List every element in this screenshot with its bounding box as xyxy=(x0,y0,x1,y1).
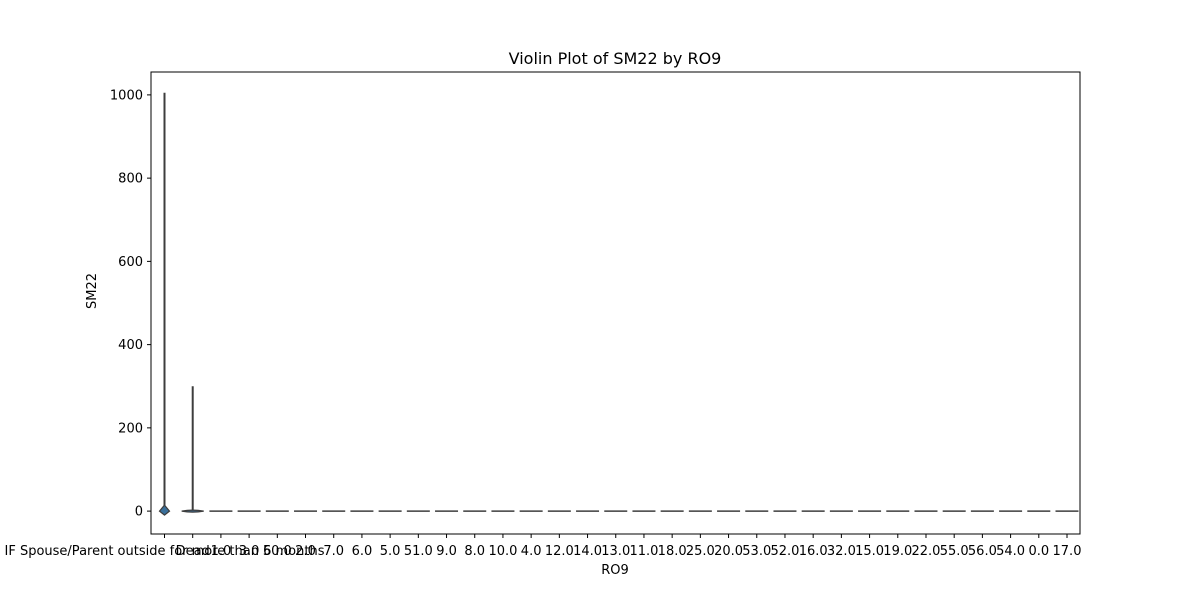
violin-body xyxy=(158,504,171,516)
x-tick-label: 10.0 xyxy=(488,544,517,559)
x-tick-label: 1.0 xyxy=(211,544,232,559)
x-tick-label: 25.0 xyxy=(686,544,715,559)
x-tick-label: Dead xyxy=(176,544,210,559)
x-tick-label: 12.0 xyxy=(545,544,574,559)
x-tick-label: 6.0 xyxy=(352,544,373,559)
axes-frame xyxy=(150,71,1081,535)
y-tick-label: 600 xyxy=(118,255,143,270)
x-tick-label: IF Spouse/Parent outside for more than 6… xyxy=(5,544,325,559)
x-tick-label: 20.0 xyxy=(714,544,743,559)
x-tick-label: 50.0 xyxy=(263,544,292,559)
y-tick-label: 200 xyxy=(118,421,143,436)
x-tick-label: 17.0 xyxy=(1053,544,1082,559)
x-tick-label: 16.0 xyxy=(799,544,828,559)
x-tick-label: 19.0 xyxy=(883,544,912,559)
x-tick-label: 51.0 xyxy=(404,544,433,559)
x-axis-label: RO9 xyxy=(601,563,629,578)
x-tick-label: 7.0 xyxy=(323,544,344,559)
x-tick-label: 2.0 xyxy=(295,544,316,559)
x-tick-label: 22.0 xyxy=(912,544,941,559)
x-tick-label: 11.0 xyxy=(629,544,658,559)
x-tick-label: 54.0 xyxy=(996,544,1025,559)
x-tick-label: 32.0 xyxy=(827,544,856,559)
x-tick-label: 5.0 xyxy=(380,544,401,559)
plot-area xyxy=(158,92,1079,516)
x-tick-label: 3.0 xyxy=(239,544,260,559)
y-tick-label: 1000 xyxy=(110,88,143,103)
x-tick-label: 0.0 xyxy=(1028,544,1049,559)
x-tick-label: 56.0 xyxy=(968,544,997,559)
x-tick-label: 55.0 xyxy=(940,544,969,559)
x-tick-label: 53.0 xyxy=(742,544,771,559)
x-tick-label: 18.0 xyxy=(658,544,687,559)
y-tick-label: 800 xyxy=(118,172,143,187)
y-tick-label: 0 xyxy=(135,505,143,520)
y-axis-label: SM22 xyxy=(85,273,100,309)
violin-body xyxy=(181,509,204,513)
x-tick-label: 8.0 xyxy=(464,544,485,559)
x-tick-label: 13.0 xyxy=(601,544,630,559)
x-tick-label: 4.0 xyxy=(521,544,542,559)
x-tick-label: 14.0 xyxy=(573,544,602,559)
x-tick-label: 52.0 xyxy=(770,544,799,559)
chart-title: Violin Plot of SM22 by RO9 xyxy=(509,49,722,68)
x-tick-label: 15.0 xyxy=(855,544,884,559)
x-tick-label: 9.0 xyxy=(436,544,457,559)
axes: 0 200 400 600 800 1000 IF Spouse/Parent outsid… xyxy=(5,71,1082,559)
y-tick-label: 400 xyxy=(118,338,143,353)
